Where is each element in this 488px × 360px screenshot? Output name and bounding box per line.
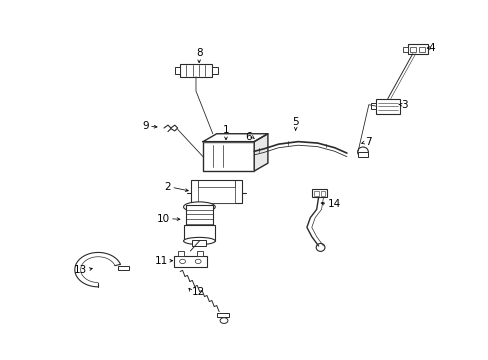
Bar: [190, 180, 242, 203]
Bar: [418, 46, 424, 52]
Bar: [402, 47, 407, 51]
Bar: [407, 44, 427, 54]
Bar: [357, 152, 367, 157]
Text: 12: 12: [191, 287, 204, 297]
Ellipse shape: [183, 202, 215, 212]
Bar: [177, 251, 183, 256]
Bar: [375, 99, 399, 114]
Bar: [320, 192, 325, 196]
Bar: [118, 266, 128, 270]
Bar: [192, 240, 205, 246]
Polygon shape: [254, 134, 267, 171]
Text: 14: 14: [327, 199, 340, 210]
Bar: [198, 187, 234, 203]
Ellipse shape: [183, 237, 215, 244]
Text: 4: 4: [428, 43, 434, 53]
Text: 5: 5: [292, 117, 298, 127]
Polygon shape: [203, 134, 267, 141]
Bar: [173, 256, 206, 267]
Text: 1: 1: [222, 125, 229, 135]
Text: 13: 13: [74, 265, 87, 275]
Text: 10: 10: [157, 214, 169, 224]
Text: 3: 3: [401, 100, 407, 110]
Text: 11: 11: [154, 256, 167, 266]
Bar: [203, 141, 254, 171]
Text: 2: 2: [164, 182, 171, 192]
Text: 7: 7: [365, 138, 371, 147]
Ellipse shape: [357, 147, 367, 157]
Ellipse shape: [220, 318, 227, 323]
Text: 9: 9: [142, 121, 149, 131]
Ellipse shape: [316, 243, 325, 251]
Bar: [409, 46, 415, 52]
Text: 6: 6: [245, 132, 252, 142]
Bar: [370, 103, 375, 109]
Bar: [175, 67, 180, 74]
Bar: [216, 313, 228, 317]
Bar: [185, 205, 212, 228]
Bar: [314, 192, 319, 196]
Text: 8: 8: [195, 48, 202, 58]
Bar: [197, 251, 203, 256]
Bar: [180, 64, 211, 77]
Bar: [311, 189, 327, 197]
Bar: [211, 67, 217, 74]
Bar: [183, 225, 215, 241]
